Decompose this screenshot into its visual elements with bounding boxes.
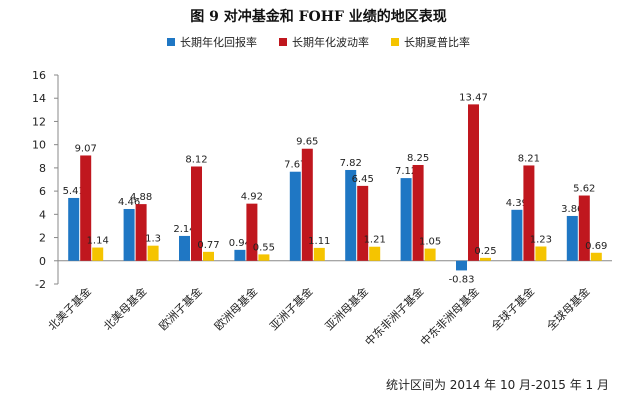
bar-s2-2 bbox=[203, 251, 214, 261]
legend-swatch-volatility bbox=[279, 38, 287, 46]
legend-swatch-return bbox=[167, 38, 175, 46]
y-tick-label: 16 bbox=[32, 69, 46, 82]
bar-s0-6 bbox=[400, 178, 412, 261]
bar-s0-5 bbox=[345, 169, 357, 261]
x-category-label: 亚洲母基金 bbox=[322, 284, 371, 333]
legend-item-return: 长期年化回报率 bbox=[167, 34, 257, 50]
legend-label-sharpe: 长期夏普比率 bbox=[404, 36, 470, 49]
y-tick-label: 6 bbox=[39, 185, 46, 198]
data-label-s0-2: 2.14 bbox=[173, 224, 195, 235]
bar-s1-2 bbox=[191, 166, 202, 261]
data-label-s1-7: 13.47 bbox=[459, 92, 488, 103]
bar-s2-6 bbox=[424, 248, 436, 261]
bar-s1-7 bbox=[468, 104, 479, 261]
bar-s2-7 bbox=[480, 257, 491, 261]
bar-s0-7 bbox=[456, 260, 467, 271]
bar-s0-0 bbox=[68, 197, 80, 261]
data-label-s0-1: 4.46 bbox=[118, 197, 140, 208]
data-label-s1-9: 5.62 bbox=[573, 184, 595, 195]
chart-title: 图 9 对冲基金和 FOHF 业绩的地区表现 bbox=[190, 9, 447, 25]
bar-s2-0 bbox=[92, 247, 104, 261]
y-tick-label: 4 bbox=[39, 208, 46, 221]
data-label-s1-6: 8.25 bbox=[407, 153, 429, 164]
y-tick-label: 2 bbox=[39, 232, 46, 245]
y-tick-label: 14 bbox=[32, 92, 46, 105]
bar-s2-4 bbox=[313, 247, 325, 261]
footnote: 统计区间为 2014 年 10 月-2015 年 1 月 bbox=[385, 378, 609, 392]
bar-s2-1 bbox=[147, 245, 159, 261]
data-label-s0-9: 3.86 bbox=[561, 204, 583, 215]
data-label-s1-0: 9.07 bbox=[75, 143, 97, 154]
x-category-label: 北美母基金 bbox=[100, 284, 149, 333]
data-label-s2-4: 1.11 bbox=[308, 236, 330, 247]
y-tick-label: 0 bbox=[39, 255, 46, 268]
x-category-label: 欧洲母基金 bbox=[211, 284, 260, 333]
x-category-label: 北美子基金 bbox=[45, 284, 94, 333]
data-label-s2-1: 1.3 bbox=[145, 234, 161, 245]
x-category-label: 欧洲子基金 bbox=[156, 284, 205, 333]
bar-s1-0 bbox=[80, 155, 92, 261]
data-label-s1-5: 6.45 bbox=[352, 174, 374, 185]
bar-s1-8 bbox=[523, 165, 535, 261]
y-tick-label: 10 bbox=[32, 139, 46, 152]
data-label-s1-2: 8.12 bbox=[185, 154, 207, 165]
data-label-s2-5: 1.21 bbox=[364, 235, 386, 246]
x-category-label: 全球母基金 bbox=[544, 284, 593, 333]
data-label-s2-0: 1.14 bbox=[87, 236, 109, 247]
data-label-s0-0: 5.41 bbox=[63, 186, 85, 197]
x-category-label: 全球子基金 bbox=[488, 284, 537, 333]
bar-s2-5 bbox=[369, 246, 381, 261]
bar-s2-8 bbox=[535, 246, 547, 261]
bar-s1-6 bbox=[412, 164, 424, 261]
legend-label-volatility: 长期年化波动率 bbox=[292, 36, 369, 49]
x-category-label: 中东非洲子基金 bbox=[362, 284, 426, 348]
data-label-s1-1: 4.88 bbox=[130, 192, 152, 203]
data-label-s2-3: 0.55 bbox=[253, 242, 275, 253]
y-tick-label: 8 bbox=[39, 162, 46, 175]
bar-s0-9 bbox=[566, 215, 578, 261]
data-label-s1-8: 8.21 bbox=[518, 153, 540, 164]
data-label-s2-8: 1.23 bbox=[530, 234, 552, 245]
data-label-s2-9: 0.69 bbox=[585, 241, 607, 252]
legend-swatch-sharpe bbox=[391, 38, 399, 46]
y-tick-label: 12 bbox=[32, 115, 46, 128]
data-label-s0-3: 0.94 bbox=[229, 238, 251, 249]
y-tick-label: -2 bbox=[35, 278, 46, 291]
data-label-s1-4: 9.65 bbox=[296, 137, 318, 148]
bar-s1-3 bbox=[246, 203, 258, 261]
bar-s0-3 bbox=[234, 249, 246, 261]
bar-s0-4 bbox=[289, 171, 301, 261]
bar-s1-1 bbox=[135, 204, 147, 261]
x-category-label: 亚洲子基金 bbox=[267, 284, 316, 333]
bar-s0-8 bbox=[511, 209, 523, 261]
chart-legend: 长期年化回报率 长期年化波动率 长期夏普比率 bbox=[0, 34, 637, 50]
legend-item-sharpe: 长期夏普比率 bbox=[391, 34, 470, 50]
data-label-s0-5: 7.82 bbox=[340, 158, 362, 169]
bar-s2-9 bbox=[590, 252, 602, 261]
data-label-s0-7: -0.83 bbox=[449, 274, 475, 285]
bar-s1-5 bbox=[357, 185, 369, 261]
bar-s1-9 bbox=[578, 195, 590, 261]
bar-s0-1 bbox=[123, 208, 135, 261]
data-label-s2-2: 0.77 bbox=[197, 240, 219, 251]
data-label-s2-6: 1.05 bbox=[419, 237, 441, 248]
data-label-s0-8: 4.39 bbox=[506, 198, 528, 209]
legend-item-volatility: 长期年化波动率 bbox=[279, 34, 369, 50]
data-label-s0-4: 7.67 bbox=[284, 160, 306, 171]
bar-s2-3 bbox=[258, 254, 270, 261]
data-label-s0-6: 7.12 bbox=[395, 166, 417, 177]
legend-label-return: 长期年化回报率 bbox=[180, 36, 257, 49]
bar-s0-2 bbox=[179, 235, 190, 261]
data-label-s1-3: 4.92 bbox=[241, 192, 263, 203]
x-category-label: 中东非洲母基金 bbox=[417, 284, 481, 348]
data-label-s2-7: 0.25 bbox=[474, 246, 496, 257]
bar-s1-4 bbox=[301, 148, 313, 261]
